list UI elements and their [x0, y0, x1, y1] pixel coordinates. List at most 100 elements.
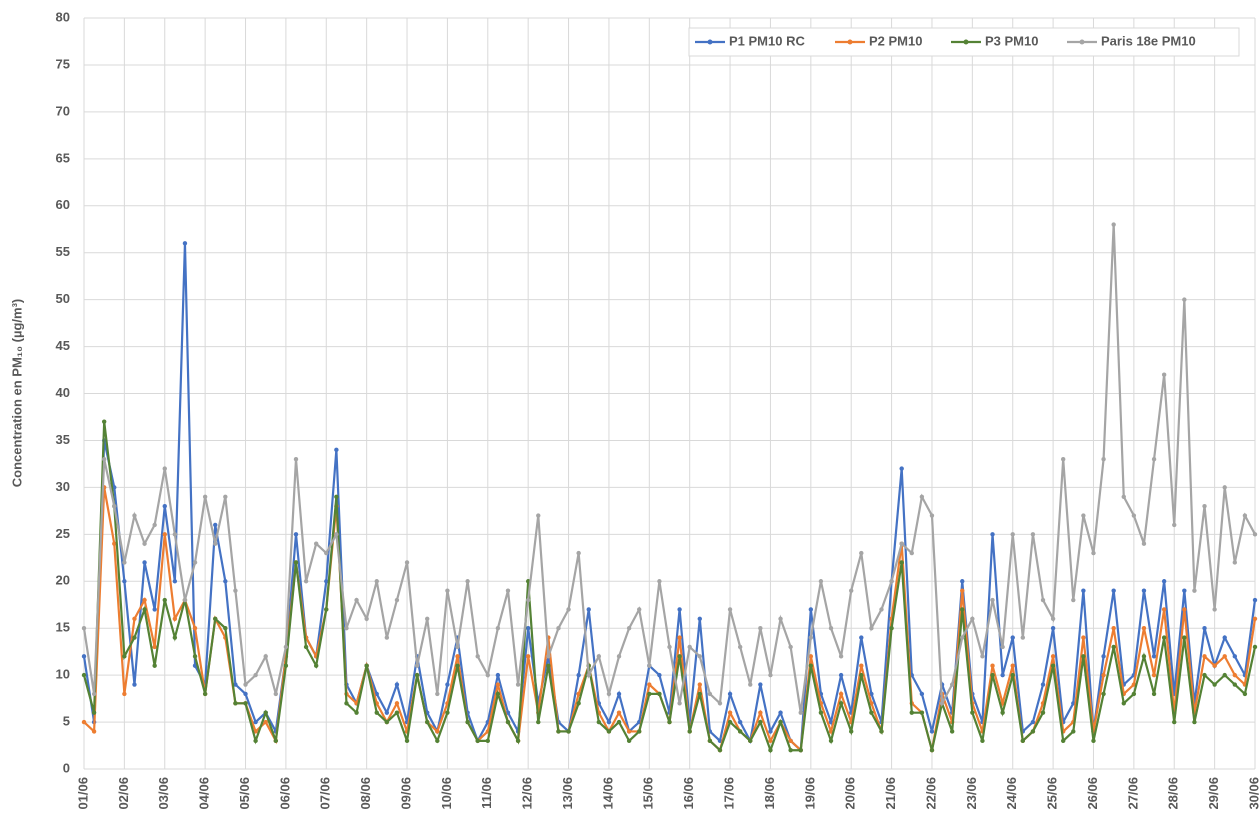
data-point — [293, 457, 299, 462]
data-point — [1151, 672, 1157, 678]
data-point — [293, 560, 299, 565]
data-point — [1252, 616, 1258, 621]
data-point — [727, 607, 733, 612]
data-point — [273, 691, 279, 697]
data-point — [1222, 635, 1227, 640]
data-point — [1232, 654, 1238, 659]
data-point — [1101, 654, 1106, 659]
data-point — [152, 522, 157, 528]
data-point — [677, 701, 682, 706]
data-point — [737, 644, 743, 650]
data-point — [364, 616, 369, 621]
data-point — [414, 663, 420, 668]
data-point — [445, 588, 450, 593]
y-tick-label: 40 — [56, 385, 70, 400]
data-point — [1252, 644, 1258, 650]
y-tick-label: 60 — [56, 197, 70, 212]
data-point — [647, 663, 652, 668]
data-point — [949, 729, 955, 734]
data-point — [263, 719, 268, 725]
data-point — [849, 588, 854, 593]
data-point — [475, 738, 480, 744]
data-point — [1131, 513, 1137, 518]
data-point — [1050, 625, 1056, 631]
data-point — [929, 513, 935, 518]
data-point — [616, 654, 622, 659]
data-point — [202, 691, 208, 697]
data-point — [1131, 691, 1137, 697]
data-point — [657, 691, 662, 697]
data-point — [869, 625, 874, 631]
data-point — [303, 579, 309, 584]
data-point — [687, 644, 692, 650]
data-point — [1030, 729, 1036, 734]
data-point — [384, 635, 390, 640]
x-tick-label: 27/06 — [1125, 777, 1140, 810]
data-point — [677, 607, 682, 612]
data-point — [1151, 691, 1157, 697]
data-point — [122, 560, 127, 565]
grid: 0 5 10 15 20 25 30 35 40 45 50 55 60 65 70 75 80 01/06 02/… — [56, 9, 1259, 809]
x-tick-label: 09/06 — [398, 777, 413, 810]
data-point — [202, 494, 208, 499]
data-point — [606, 719, 612, 725]
data-point — [768, 748, 773, 753]
data-point — [667, 644, 672, 650]
data-point — [172, 616, 178, 621]
data-point — [717, 701, 723, 706]
data-point — [81, 672, 87, 678]
data-point — [91, 729, 97, 734]
y-tick-label: 50 — [56, 291, 70, 306]
data-point — [182, 241, 188, 246]
data-point — [546, 663, 551, 668]
x-tick-label: 19/06 — [802, 777, 817, 810]
data-point — [566, 729, 571, 734]
data-point — [394, 597, 400, 603]
x-tick-label: 07/06 — [318, 777, 333, 810]
data-point — [556, 729, 561, 734]
data-point — [778, 710, 783, 715]
data-point — [1020, 738, 1026, 744]
data-point — [384, 710, 390, 715]
data-point — [1161, 635, 1167, 640]
data-point — [1101, 457, 1106, 462]
data-point — [1060, 457, 1066, 462]
data-point — [768, 729, 773, 734]
data-point — [838, 672, 844, 678]
x-tick-label: 16/06 — [681, 777, 696, 810]
y-tick-label: 65 — [56, 150, 70, 165]
data-point — [1010, 663, 1015, 668]
data-point — [324, 550, 329, 556]
y-tick-label: 80 — [56, 9, 70, 24]
data-point — [758, 710, 763, 715]
x-tick-label: 15/06 — [641, 777, 656, 810]
data-point — [637, 607, 642, 612]
data-point — [1182, 297, 1187, 302]
x-tick-label: 20/06 — [843, 777, 858, 810]
data-point — [1222, 672, 1227, 678]
data-point — [1182, 588, 1187, 593]
legend-label: Paris 18e PM10 — [1101, 33, 1196, 48]
data-point — [990, 672, 995, 678]
data-point — [727, 691, 733, 697]
data-point — [1111, 625, 1116, 631]
data-point — [283, 644, 289, 650]
data-point — [233, 588, 238, 593]
data-point — [495, 682, 501, 687]
data-point — [1040, 597, 1046, 603]
data-point — [1020, 635, 1026, 640]
data-point — [606, 691, 612, 697]
data-point — [213, 616, 218, 621]
data-point — [1010, 532, 1015, 537]
data-point — [172, 532, 178, 537]
data-point — [697, 616, 702, 621]
data-point — [616, 719, 622, 725]
data-point — [788, 748, 793, 753]
data-point — [1040, 682, 1046, 687]
data-point — [990, 663, 995, 668]
data-point — [606, 729, 612, 734]
data-point — [778, 616, 783, 621]
data-point — [960, 607, 965, 612]
legend-label: P2 PM10 — [869, 33, 922, 48]
data-point — [1111, 222, 1116, 227]
